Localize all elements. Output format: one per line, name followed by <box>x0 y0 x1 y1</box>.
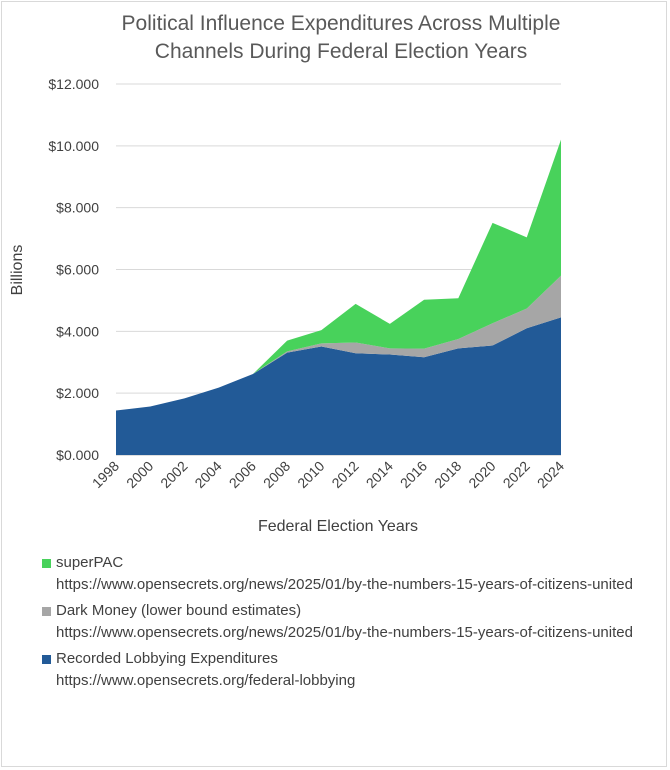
y-tick-label: $12.000 <box>48 76 99 92</box>
x-axis-ticks: 1998 2000 2002 2004 2006 2008 2010 2012 2014 2016… <box>89 458 567 491</box>
y-tick-label: $0.000 <box>56 447 99 463</box>
legend-swatch-dark-money <box>42 607 51 616</box>
legend-item-dark-money: Dark Money (lower bound estimates) https… <box>42 600 652 644</box>
x-tick-label: 2020 <box>465 458 498 491</box>
y-tick-label: $10.000 <box>48 138 99 154</box>
area-superpac <box>116 139 561 411</box>
legend-swatch-lobbying <box>42 655 51 664</box>
x-tick-label: 2004 <box>191 458 224 491</box>
legend: superPAC https://www.opensecrets.org/new… <box>42 552 652 696</box>
legend-swatch-superpac <box>42 559 51 568</box>
x-tick-label: 2012 <box>328 458 361 491</box>
chart-title-line-1: Political Influence Expenditures Across … <box>122 12 561 35</box>
x-tick-label: 2000 <box>123 458 156 491</box>
x-tick-label: 2006 <box>226 458 259 491</box>
y-axis-title: Billions <box>9 245 26 296</box>
area-dark-money-lower-bound-estimates <box>116 275 561 411</box>
legend-item-superpac: superPAC https://www.opensecrets.org/new… <box>42 552 652 596</box>
x-tick-label: 2024 <box>534 458 567 491</box>
area-series <box>116 139 561 455</box>
legend-label-lobbying: Recorded Lobbying Expenditures <box>56 650 278 667</box>
x-tick-label: 2022 <box>500 458 533 491</box>
area-recorded-lobbying-expenditures <box>116 317 561 455</box>
x-axis-title: Federal Election Years <box>258 518 418 535</box>
legend-source-superpac: https://www.opensecrets.org/news/2025/01… <box>56 576 633 593</box>
y-tick-label: $8.000 <box>56 200 99 216</box>
x-tick-label: 2008 <box>260 458 293 491</box>
y-tick-label: $6.000 <box>56 262 99 278</box>
legend-label-superpac: superPAC <box>56 554 124 571</box>
x-tick-label: 2016 <box>397 458 430 491</box>
y-tick-label: $2.000 <box>56 385 99 401</box>
legend-label-dark-money: Dark Money (lower bound estimates) <box>56 602 302 619</box>
y-axis-ticks: $0.000 $2.000 $4.000 $6.000 $8.000 $10.000 $12… <box>48 76 99 463</box>
y-tick-label: $4.000 <box>56 323 99 339</box>
legend-item-lobbying: Recorded Lobbying Expenditures https://w… <box>42 648 652 692</box>
legend-source-lobbying: https://www.opensecrets.org/federal-lobb… <box>56 672 356 689</box>
x-tick-label: 2014 <box>363 458 396 491</box>
legend-source-dark-money: https://www.opensecrets.org/news/2025/01… <box>56 624 633 641</box>
x-tick-label: 2002 <box>157 458 190 491</box>
x-tick-label: 2018 <box>431 458 464 491</box>
x-tick-label: 2010 <box>294 458 327 491</box>
chart-title-line-2: Channels During Federal Election Years <box>155 40 527 63</box>
